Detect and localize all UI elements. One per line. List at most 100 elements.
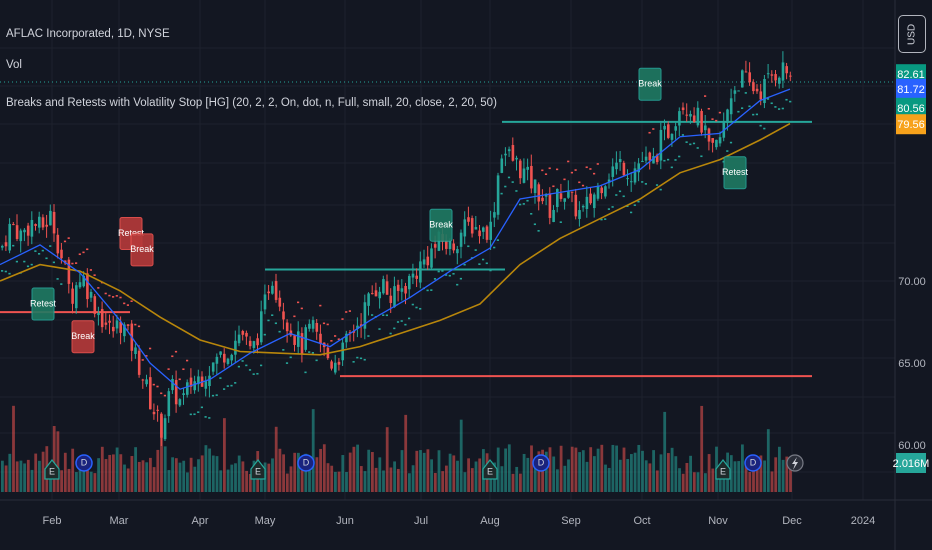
- volume-bar: [8, 453, 12, 492]
- candle-body: [607, 179, 611, 183]
- lightning-icon[interactable]: [786, 454, 804, 472]
- symbol-title[interactable]: AFLAC Incorporated, 1D, NYSE: [6, 28, 170, 40]
- candle-body: [652, 156, 655, 164]
- candle-body: [19, 230, 23, 242]
- candle-body: [482, 227, 485, 232]
- candle-body: [330, 361, 333, 369]
- vstop-dot: [696, 147, 699, 149]
- vstop-dot: [311, 352, 314, 354]
- vstop-dot: [419, 307, 422, 310]
- candle-body: [422, 259, 426, 265]
- vstop-dot: [729, 141, 733, 144]
- candle-body: [448, 241, 452, 249]
- dividend-event[interactable]: D: [297, 454, 315, 472]
- price-axis[interactable]: 60.00 65.00 70.00 82.61 81.72 80.56 79.56 2.016…: [893, 0, 930, 550]
- vstop-dot: [618, 190, 622, 193]
- event-label: D: [303, 457, 310, 467]
- candle-body: [171, 378, 174, 391]
- currency-button[interactable]: USD: [898, 15, 926, 53]
- dividend-event[interactable]: D: [75, 454, 93, 472]
- vstop-dot: [445, 274, 448, 276]
- vstop-dot: [26, 265, 30, 268]
- volume-bar: [108, 454, 112, 492]
- candle-body: [589, 193, 592, 204]
- svg-text:82.61: 82.61: [897, 69, 925, 81]
- volume-bar: [637, 444, 641, 492]
- candle-body: [363, 302, 367, 329]
- candle-body: [223, 353, 226, 363]
- volume-bar: [548, 447, 552, 492]
- volume-bar: [385, 427, 389, 492]
- vstop-dot: [137, 325, 141, 328]
- vstop-dot: [337, 338, 340, 341]
- candle-body: [393, 286, 396, 308]
- volume-legend[interactable]: Vol: [6, 59, 22, 71]
- time-axis[interactable]: Feb Mar Apr May Jun Jul Aug Sep Oct Nov Dec 2024: [0, 499, 932, 527]
- candle-body: [630, 181, 633, 183]
- candle-body: [430, 248, 433, 268]
- volume-bar: [112, 454, 115, 492]
- vstop-dot: [182, 368, 185, 371]
- earnings-event[interactable]: E: [250, 459, 266, 480]
- volume-bar: [38, 460, 41, 492]
- earnings-event[interactable]: E: [44, 459, 60, 480]
- vstop-dot: [4, 270, 7, 273]
- earnings-event[interactable]: E: [482, 459, 498, 480]
- candle-body: [123, 324, 126, 337]
- vstop-dot: [330, 340, 333, 342]
- candle-body: [504, 153, 507, 156]
- vstop-dot: [382, 314, 385, 316]
- vstop-dot: [119, 296, 122, 299]
- volume-bar: [186, 472, 189, 492]
- candle-body: [618, 159, 622, 163]
- candle-body: [23, 229, 26, 233]
- candle-body: [400, 288, 404, 292]
- candle-body: [108, 320, 111, 323]
- volume-bar: [304, 453, 308, 492]
- earnings-event[interactable]: E: [715, 459, 731, 480]
- candle-body: [766, 73, 770, 75]
- volume-bar: [500, 466, 504, 492]
- candle-body: [15, 225, 19, 239]
- volume-bar: [507, 444, 511, 492]
- vstop-dot: [67, 237, 70, 239]
- vstop-dot: [156, 385, 159, 388]
- indicator-legend[interactable]: Breaks and Retests with Volatility Stop …: [6, 97, 497, 109]
- candle-body: [204, 381, 208, 389]
- volume-badge: 2.016M: [893, 453, 929, 473]
- vstop-dot: [570, 171, 573, 174]
- vstop-dot: [367, 335, 370, 337]
- marker-label: Retest: [722, 167, 749, 177]
- vstop-dot: [578, 181, 581, 184]
- volume-bar: [330, 465, 334, 492]
- candle-body: [341, 342, 344, 361]
- vstop-dot: [289, 356, 292, 359]
- candle-body: [670, 133, 674, 140]
- vstop-dot: [478, 263, 481, 265]
- dividend-event[interactable]: D: [532, 454, 550, 472]
- candle-body: [411, 273, 415, 278]
- volume-bar: [322, 444, 326, 492]
- volume-bar: [89, 471, 93, 492]
- candle-body: [278, 297, 282, 307]
- vstop-dot: [23, 260, 26, 263]
- candle-body: [385, 281, 389, 295]
- vstop-dot: [718, 111, 721, 114]
- candle-body: [97, 312, 100, 316]
- volume-bar: [237, 455, 241, 492]
- vstop-dot: [563, 178, 566, 181]
- dividend-event[interactable]: D: [744, 454, 762, 472]
- volume-bar: [12, 405, 15, 492]
- vstop-dot: [371, 314, 374, 316]
- volume-bar: [578, 452, 581, 492]
- candle-body: [156, 409, 159, 411]
- vstop-dot: [630, 211, 633, 214]
- vstop-dot: [60, 283, 63, 285]
- volume-bar: [56, 431, 60, 492]
- vstop-dot: [393, 327, 396, 330]
- vstop-dot: [622, 195, 625, 198]
- candle-body: [230, 354, 233, 361]
- vstop-dot: [248, 369, 252, 371]
- volume-bar: [704, 473, 707, 492]
